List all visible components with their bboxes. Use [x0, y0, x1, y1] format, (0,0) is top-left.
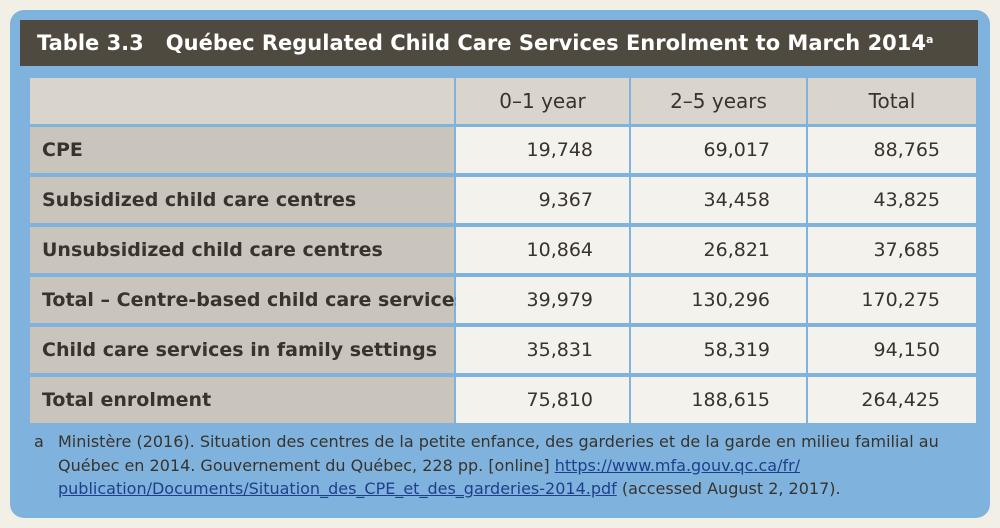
table-cell: 35,831 — [456, 327, 629, 373]
table-cell: 43,825 — [808, 177, 976, 223]
table-cell: 39,979 — [456, 277, 629, 323]
table-cell: 58,319 — [631, 327, 806, 373]
column-header: 2–5 years — [631, 78, 806, 124]
footnote-accessed: (accessed August 2, 2017). — [616, 479, 841, 498]
column-header: 0–1 year — [456, 78, 629, 124]
row-label: Total enrolment — [30, 377, 454, 423]
footnote-text: Ministère (2016). Situation des centres … — [58, 432, 939, 475]
row-label: CPE — [30, 127, 454, 173]
table-cell: 19,748 — [456, 127, 629, 173]
footnote-marker: a — [34, 432, 44, 451]
table-number: Table 3.3 — [37, 31, 144, 55]
footnote-link[interactable]: https://www.mfa.gouv.qc.ca/fr/publicatio… — [58, 455, 801, 499]
table-cell: 130,296 — [631, 277, 806, 323]
table-cell: 69,017 — [631, 127, 806, 173]
table-cell: 26,821 — [631, 227, 806, 273]
table-cell: 37,685 — [808, 227, 976, 273]
table-cell: 10,864 — [456, 227, 629, 273]
table-cell: 170,275 — [808, 277, 976, 323]
table-title: Québec Regulated Child Care Services Enr… — [165, 31, 927, 55]
table-cell: 188,615 — [631, 377, 806, 423]
title-footnote-marker: a — [926, 32, 934, 46]
table-cell: 34,458 — [631, 177, 806, 223]
column-header: Total — [808, 78, 976, 124]
table-cell: 94,150 — [808, 327, 976, 373]
header-blank-cell — [30, 78, 454, 124]
row-label: Subsidized child care centres — [30, 177, 454, 223]
row-label: Unsubsidized child care centres — [30, 227, 454, 273]
row-label: Total – Centre-based child care services — [30, 277, 466, 323]
table-cell: 75,810 — [456, 377, 629, 423]
table-cell: 264,425 — [808, 377, 976, 423]
footnote: a Ministère (2016). Situation des centre… — [34, 430, 974, 501]
table-title-bar: Table 3.3 Québec Regulated Child Care Se… — [20, 20, 978, 66]
table-cell: 9,367 — [456, 177, 629, 223]
row-label: Child care services in family settings — [30, 327, 454, 373]
table-cell: 88,765 — [808, 127, 976, 173]
